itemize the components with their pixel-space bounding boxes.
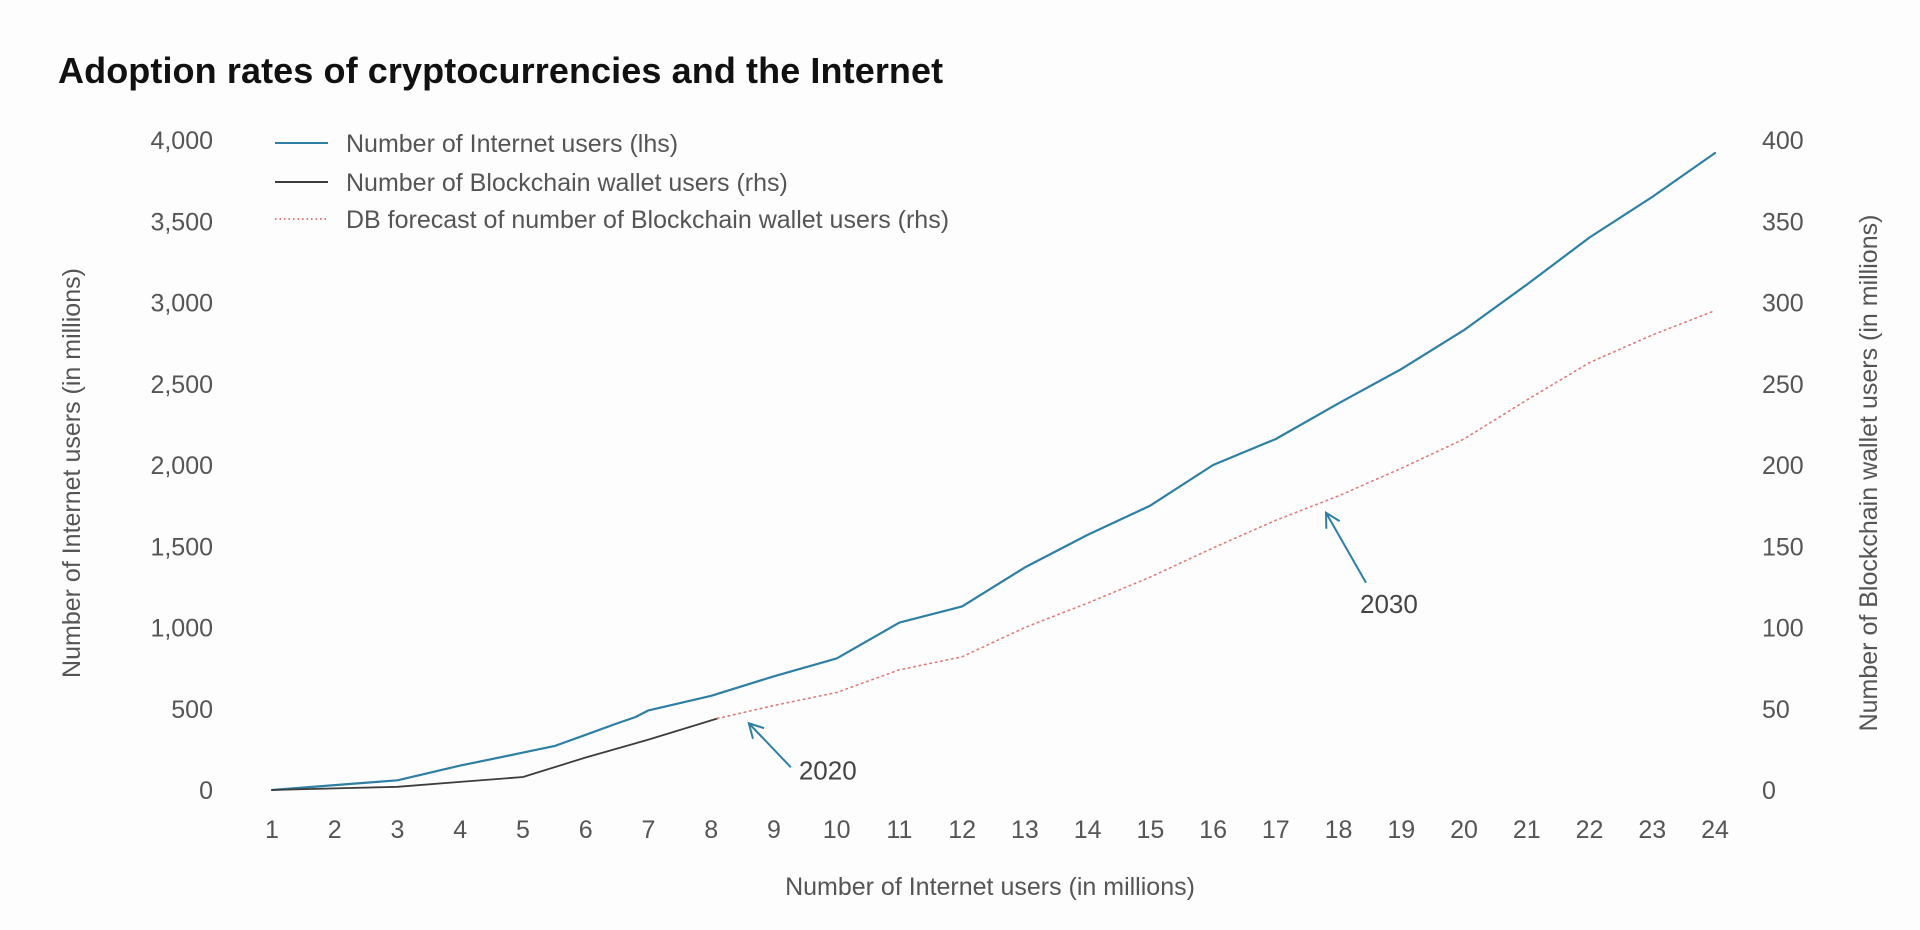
x-tick-label: 10	[823, 816, 851, 844]
x-tick-label: 15	[1136, 816, 1164, 844]
x-tick-label: 13	[1011, 816, 1039, 844]
x-tick-label: 1	[265, 816, 279, 844]
right-y-tick-label: 400	[1762, 127, 1804, 155]
x-tick-label: 9	[767, 816, 781, 844]
left-y-tick-label: 2,500	[150, 371, 213, 399]
internet-users-line	[270, 151, 1717, 792]
right-y-tick-label: 100	[1762, 615, 1804, 643]
legend-label-blockchain: Number of Blockchain wallet users (rhs)	[346, 169, 788, 197]
blockchain-users-line	[271, 717, 719, 791]
annotation-label: 2020	[799, 755, 857, 785]
x-axis-ticks: 1 2 3 4 5 6 7 8 9 10 11 12 13 14 15 16 17 18 19 20 21 22 23 24	[265, 816, 1729, 844]
x-tick-label: 7	[641, 816, 655, 844]
x-tick-label: 20	[1450, 816, 1478, 844]
annotation-label: 2030	[1360, 589, 1418, 619]
right-y-tick-label: 250	[1762, 371, 1804, 399]
x-axis-title: Number of Internet users (in millions)	[785, 873, 1195, 901]
x-tick-label: 22	[1576, 816, 1604, 844]
legend-label-internet: Number of Internet users (lhs)	[346, 130, 678, 158]
right-y-tick-label: 350	[1762, 208, 1804, 236]
x-tick-label: 19	[1387, 816, 1415, 844]
right-y-axis-title: Number of Blockchain wallet users (in mi…	[1855, 215, 1883, 732]
x-tick-label: 18	[1325, 816, 1353, 844]
legend-label-forecast: DB forecast of number of Blockchain wall…	[346, 206, 949, 234]
annotation-arrow-shaft	[1325, 512, 1367, 584]
left-y-tick-label: 1,500	[150, 533, 213, 561]
x-tick-label: 4	[453, 816, 467, 844]
x-tick-label: 11	[886, 816, 912, 844]
x-tick-label: 5	[516, 816, 530, 844]
right-y-tick-label: 50	[1762, 696, 1790, 724]
right-y-tick-label: 300	[1762, 290, 1804, 318]
x-tick-label: 3	[391, 816, 405, 844]
left-y-tick-label: 3,500	[150, 208, 213, 236]
annotation-arrow-head	[1324, 510, 1341, 529]
x-tick-label: 14	[1074, 816, 1102, 844]
left-y-tick-label: 1,000	[150, 615, 213, 643]
annotation-2030: 2030	[1324, 510, 1418, 619]
series-layer	[270, 151, 1717, 792]
right-axis-ticks: 0 50 100 150 200 250 300 350 400	[1762, 127, 1804, 805]
left-y-tick-label: 3,000	[150, 290, 213, 318]
x-tick-label: 8	[704, 816, 718, 844]
right-y-tick-label: 150	[1762, 533, 1804, 561]
left-y-tick-label: 4,000	[150, 127, 213, 155]
x-tick-label: 12	[948, 816, 976, 844]
annotation-arrow-head	[747, 721, 765, 739]
blockchain-forecast-line	[716, 309, 1716, 720]
x-tick-label: 2	[328, 816, 342, 844]
x-tick-label: 16	[1199, 816, 1227, 844]
annotation-arrow-shaft	[748, 722, 792, 768]
chart-title: Adoption rates of cryptocurrencies and t…	[58, 50, 944, 91]
annotations: 2020 2030	[747, 510, 1418, 785]
left-axis-ticks: 0 500 1,000 1,500 2,000 2,500 3,000 3,500 4,000	[150, 127, 213, 805]
x-tick-label: 6	[579, 816, 593, 844]
x-tick-label: 17	[1262, 816, 1290, 844]
left-y-tick-label: 500	[171, 696, 213, 724]
left-y-tick-label: 0	[199, 777, 213, 805]
x-tick-label: 23	[1638, 816, 1666, 844]
left-y-tick-label: 2,000	[150, 452, 213, 480]
x-tick-label: 21	[1513, 816, 1541, 844]
right-y-tick-label: 0	[1762, 777, 1776, 805]
right-y-tick-label: 200	[1762, 452, 1804, 480]
x-tick-label: 24	[1701, 816, 1729, 844]
legend: Number of Internet users (lhs) Number of…	[275, 130, 949, 234]
annotation-2020: 2020	[747, 721, 857, 785]
left-y-axis-title: Number of Internet users (in millions)	[58, 268, 86, 678]
